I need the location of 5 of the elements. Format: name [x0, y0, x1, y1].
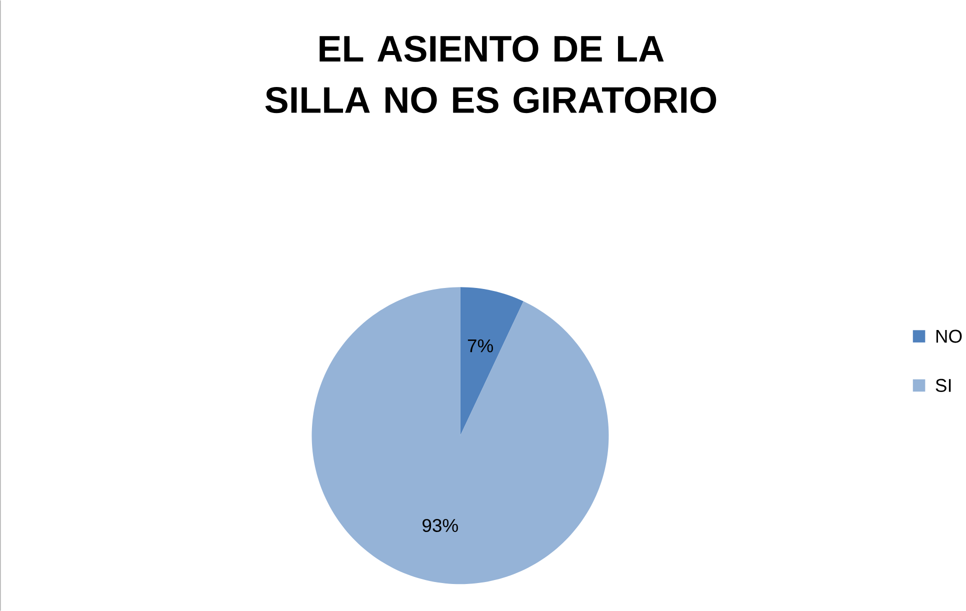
legend-label: NO — [936, 330, 962, 343]
legend-label: SI — [936, 378, 951, 392]
chart-title: EL ASIENTO DE LA SILLA NO ES GIRATORIO — [265, 36, 716, 113]
data-label: 7% — [468, 339, 493, 352]
data-label: 93% — [422, 518, 458, 532]
